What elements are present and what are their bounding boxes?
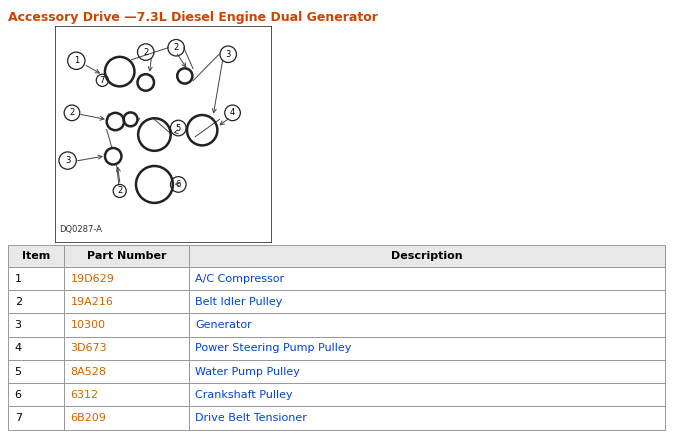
Bar — [64, 383, 189, 406]
Text: Belt Idler Pulley: Belt Idler Pulley — [195, 297, 283, 307]
Bar — [64, 290, 189, 313]
Bar — [189, 290, 665, 313]
Text: 7: 7 — [100, 76, 105, 85]
Text: 2: 2 — [15, 297, 22, 307]
Text: 7: 7 — [15, 413, 22, 423]
Bar — [64, 245, 189, 267]
Text: 2: 2 — [69, 108, 75, 117]
Text: 3: 3 — [15, 320, 22, 330]
Bar — [189, 313, 665, 337]
Text: 19D629: 19D629 — [71, 273, 115, 283]
Bar — [8, 360, 64, 383]
Text: Power Steering Pump Pulley: Power Steering Pump Pulley — [195, 343, 352, 353]
Text: Item: Item — [22, 251, 50, 261]
Text: Drive Belt Tensioner: Drive Belt Tensioner — [195, 413, 307, 423]
Text: 19A216: 19A216 — [71, 297, 113, 307]
Text: 8A528: 8A528 — [71, 367, 106, 377]
Bar — [8, 337, 64, 360]
Text: 3: 3 — [226, 50, 231, 59]
Text: Description: Description — [391, 251, 463, 261]
Bar — [64, 360, 189, 383]
Text: 6: 6 — [15, 390, 22, 400]
Bar — [64, 406, 189, 430]
Bar — [189, 267, 665, 290]
Bar — [8, 406, 64, 430]
Text: 1: 1 — [73, 56, 79, 65]
Text: 2: 2 — [173, 43, 179, 52]
Text: Accessory Drive —7.3L Diesel Engine Dual Generator: Accessory Drive —7.3L Diesel Engine Dual… — [8, 11, 378, 24]
Text: Water Pump Pulley: Water Pump Pulley — [195, 367, 300, 377]
Text: 4: 4 — [230, 108, 235, 117]
Text: 10300: 10300 — [71, 320, 106, 330]
Bar — [8, 245, 64, 267]
Bar — [189, 360, 665, 383]
Bar — [189, 383, 665, 406]
Text: 5: 5 — [15, 367, 22, 377]
Text: Crankshaft Pulley: Crankshaft Pulley — [195, 390, 293, 400]
Text: DQ0287-A: DQ0287-A — [59, 225, 102, 234]
Bar — [189, 245, 665, 267]
Text: 2: 2 — [117, 187, 123, 195]
Text: 5: 5 — [176, 124, 181, 132]
Bar — [189, 337, 665, 360]
Text: Generator: Generator — [195, 320, 252, 330]
Text: 6: 6 — [176, 180, 181, 189]
Bar — [64, 267, 189, 290]
Bar — [189, 406, 665, 430]
Text: 1: 1 — [15, 273, 22, 283]
Text: 6B209: 6B209 — [71, 413, 106, 423]
Text: 3D673: 3D673 — [71, 343, 107, 353]
Text: 4: 4 — [15, 343, 22, 353]
Bar — [64, 337, 189, 360]
Bar — [8, 383, 64, 406]
Text: 3: 3 — [65, 156, 70, 165]
Bar — [8, 313, 64, 337]
Text: Part Number: Part Number — [87, 251, 166, 261]
Bar — [8, 290, 64, 313]
Text: A/C Compressor: A/C Compressor — [195, 273, 284, 283]
Bar — [64, 313, 189, 337]
Text: 2: 2 — [143, 48, 148, 56]
Bar — [8, 267, 64, 290]
Text: 6312: 6312 — [71, 390, 98, 400]
